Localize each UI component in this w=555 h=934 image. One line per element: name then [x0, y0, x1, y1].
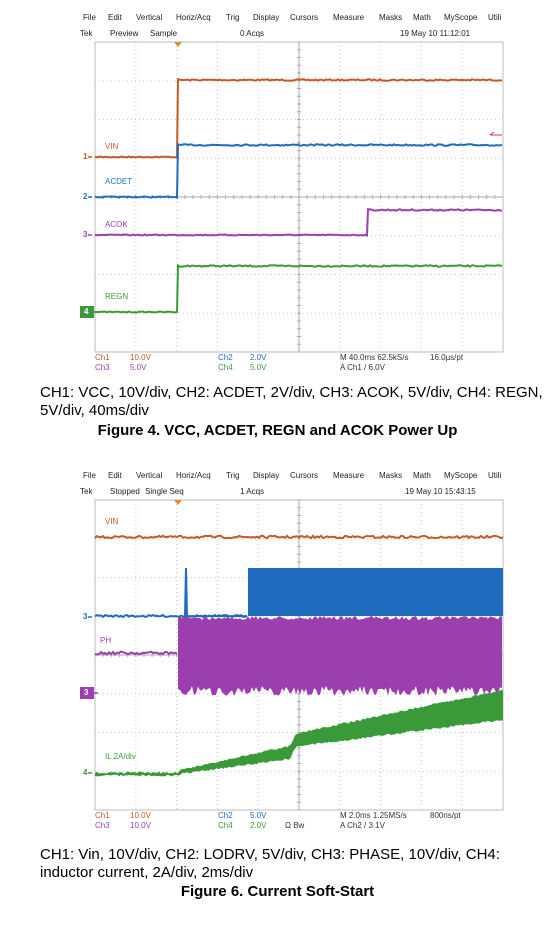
status-text: Single Seq — [145, 487, 184, 496]
menu-item: Edit — [108, 471, 123, 480]
channel-marker-box — [80, 687, 94, 699]
readout-text: Ch4 — [218, 363, 233, 372]
waveform — [94, 534, 504, 540]
readout-text: 5.0V — [130, 363, 147, 372]
status-text: Sample — [150, 29, 178, 38]
readout-text: 10.0V — [130, 821, 152, 830]
readout-text: 16.0µs/pt — [430, 353, 464, 362]
waveform — [94, 650, 178, 656]
status-text: 1 Acqs — [240, 487, 264, 496]
menu-item: MyScope — [444, 13, 478, 22]
readout-text: A Ch1 / 6.0V — [340, 363, 386, 372]
status-text: 0 Acqs — [240, 29, 264, 38]
readout-text: 5.0V — [250, 811, 267, 820]
menu-item: MyScope — [444, 471, 478, 480]
status-text: Tek — [80, 29, 93, 38]
figure-caption: CH1: Vin, 10V/div, CH2: LODRV, 5V/div, C… — [40, 846, 500, 881]
channel-marker: 3 — [83, 612, 88, 621]
status-text: Preview — [110, 29, 139, 38]
readout-text: A Ch2 / 3.1V — [340, 821, 386, 830]
readout-text: Ch3 — [95, 363, 110, 372]
menu-item: Measure — [333, 13, 365, 22]
waveform — [94, 263, 503, 314]
menu-item: Measure — [333, 471, 365, 480]
channel-marker: 3 — [83, 230, 88, 239]
trigger-position — [174, 42, 182, 47]
channel-marker: 1 — [83, 152, 88, 161]
waveform — [94, 567, 248, 619]
waveform-band — [178, 616, 502, 696]
readout-text: Ch1 — [95, 353, 110, 362]
waveform — [94, 143, 503, 199]
menu-item: Math — [413, 13, 431, 22]
readout-text: Ch2 — [218, 353, 233, 362]
waveform-band — [248, 568, 503, 616]
status-text: 19 May 10 11:12:01 — [400, 29, 471, 38]
readout-text: 10.0V — [130, 811, 152, 820]
figure-caption: CH1: VCC, 10V/div, CH2: ACDET, 2V/div, C… — [40, 384, 543, 419]
menu-item: Utili — [488, 471, 502, 480]
channel-label: REGN — [105, 292, 128, 301]
menu-item: Masks — [379, 471, 402, 480]
figure-title: Figure 4. VCC, ACDET, REGN and ACOK Powe… — [97, 422, 458, 439]
readout-text: Ch1 — [95, 811, 110, 820]
menu-item: File — [83, 471, 96, 480]
waveform-band — [95, 689, 503, 777]
channel-label: ACDET — [105, 177, 132, 186]
menu-item: Vertical — [136, 471, 162, 480]
waveform — [94, 208, 503, 237]
menu-item: Utili — [488, 13, 502, 22]
menu-item: Horiz/Acq — [176, 471, 211, 480]
trigger-position — [174, 500, 182, 505]
menu-item: File — [83, 13, 96, 22]
menu-item: Display — [253, 13, 279, 22]
channel-label: PH — [100, 636, 111, 645]
menu-item: Trig — [226, 471, 239, 480]
menu-item: Math — [413, 471, 431, 480]
readout-text: Ch4 — [218, 821, 233, 830]
channel-label: VIN — [105, 142, 119, 151]
channel-marker: 2 — [83, 192, 88, 201]
readout-text: Ω Bw — [285, 821, 305, 830]
channel-label: ACOK — [105, 220, 128, 229]
channel-label: IL 2A/div — [105, 752, 136, 761]
waveform — [489, 131, 502, 136]
channel-marker: 4 — [84, 307, 89, 316]
readout-text: 2.0V — [250, 821, 267, 830]
readout-text: Ch2 — [218, 811, 233, 820]
menu-item: Horiz/Acq — [176, 13, 211, 22]
channel-marker-box — [80, 306, 94, 318]
readout-text: Ch3 — [95, 821, 110, 830]
menu-item: Cursors — [290, 471, 318, 480]
channel-marker: 4 — [83, 768, 88, 777]
menu-item: Display — [253, 471, 279, 480]
channel-marker: 3 — [84, 688, 89, 697]
menu-item: Vertical — [136, 13, 162, 22]
readout-text: 800ns/pt — [430, 811, 461, 820]
readout-text: M 40.0ms 62.5kS/s — [340, 353, 408, 362]
readout-text: M 2.0ms 1.25MS/s — [340, 811, 407, 820]
menu-item: Edit — [108, 13, 123, 22]
menu-item: Masks — [379, 13, 402, 22]
status-text: 19 May 10 15:43:15 — [405, 487, 476, 496]
menu-item: Trig — [226, 13, 239, 22]
readout-text: 10.0V — [130, 353, 152, 362]
menu-item: Cursors — [290, 13, 318, 22]
figure-title: Figure 6. Current Soft-Start — [180, 883, 375, 900]
readout-text: 2.0V — [250, 353, 267, 362]
waveform — [94, 78, 503, 159]
channel-label: VIN — [105, 517, 119, 526]
status-text: Stopped — [110, 487, 140, 496]
status-text: Tek — [80, 487, 93, 496]
readout-text: 5.0V — [250, 363, 267, 372]
